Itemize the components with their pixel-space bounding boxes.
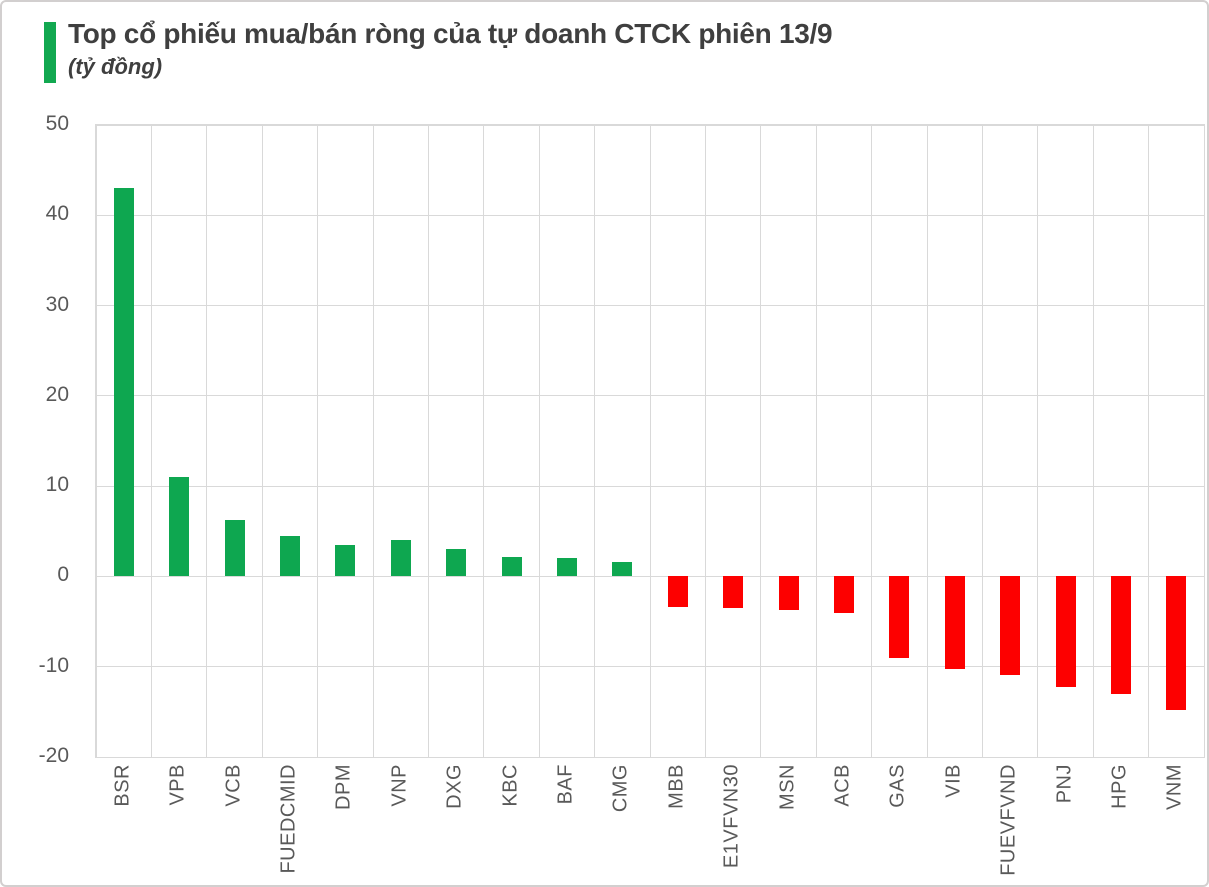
bar-FUEVFVND	[1000, 576, 1021, 675]
bar-CMG	[612, 561, 633, 577]
x-tick-label-PNJ: PNJ	[1053, 764, 1075, 804]
x-tick-label-KBC: KBC	[499, 764, 521, 807]
x-tick-label-CMG: CMG	[609, 764, 632, 813]
bar-VPB	[169, 477, 190, 577]
bar-KBC	[501, 557, 522, 577]
y-tick-label: 0	[57, 563, 69, 587]
x-tick-label-BAF: BAF	[554, 764, 577, 805]
bar-MSN	[778, 576, 799, 610]
x-tick-label-FUEDCMID: FUEDCMID	[277, 764, 300, 874]
y-tick-label: -20	[38, 744, 69, 767]
v-gridline	[760, 125, 762, 757]
bar-VCB	[224, 519, 245, 577]
v-gridline	[871, 125, 873, 757]
v-gridline	[704, 125, 706, 757]
y-tick-label: 30	[45, 292, 69, 316]
x-tick-label-MSN: MSN	[776, 764, 798, 810]
bar-GAS	[889, 576, 910, 658]
bar-E1VFVN30	[723, 576, 744, 609]
bar-HPG	[1110, 576, 1131, 694]
x-tick-label-VCB: VCB	[222, 764, 244, 807]
x-tick-label-E1VFVN30: E1VFVN30	[720, 764, 743, 869]
bar-VIB	[944, 576, 965, 669]
x-tick-label-DPM: DPM	[332, 764, 355, 810]
y-tick-label: 50	[45, 112, 69, 135]
v-gridline	[150, 125, 152, 757]
y-tick-label: 10	[45, 473, 69, 497]
h-gridline	[96, 756, 1204, 758]
v-gridline	[1037, 125, 1039, 757]
v-gridline	[815, 125, 817, 757]
v-gridline	[649, 125, 651, 757]
y-tick-label: 20	[45, 382, 69, 406]
v-gridline	[206, 125, 208, 757]
v-gridline	[594, 125, 596, 757]
bar-DPM	[335, 544, 356, 577]
x-tick-label-VNP: VNP	[388, 764, 411, 807]
bar-DXG	[446, 549, 467, 577]
y-tick-label: 40	[45, 202, 69, 226]
x-tick-label-DXG: DXG	[443, 764, 466, 809]
bar-ACB	[833, 576, 854, 614]
x-tick-label-MBB: MBB	[665, 764, 688, 809]
v-gridline	[1148, 125, 1150, 757]
v-gridline	[926, 125, 928, 757]
v-gridline	[1203, 125, 1205, 757]
title-accent-bar	[44, 22, 56, 83]
v-gridline	[261, 125, 263, 757]
v-gridline	[1092, 125, 1094, 757]
bar-MBB	[667, 576, 688, 608]
bar-BSR	[113, 188, 134, 577]
x-tick-label-HPG: HPG	[1108, 764, 1131, 809]
v-gridline	[372, 125, 374, 757]
chart-unit-subtitle: (tỷ đồng)	[68, 54, 163, 79]
x-tick-label-VIB: VIB	[942, 764, 965, 798]
x-tick-label-GAS: GAS	[886, 764, 909, 808]
x-tick-label-ACB: ACB	[831, 764, 854, 807]
x-tick-label-BSR: BSR	[111, 764, 134, 807]
x-tick-label-FUEVFVND: FUEVFVND	[997, 764, 1020, 876]
v-gridline	[483, 125, 485, 757]
bar-FUEDCMID	[279, 535, 300, 577]
x-tick-label-VNM: VNM	[1163, 764, 1186, 810]
bar-VNM	[1166, 576, 1187, 711]
plot-area	[95, 124, 1205, 758]
v-gridline	[538, 125, 540, 757]
bar-VNP	[390, 540, 411, 577]
x-tick-label-VPB: VPB	[166, 764, 189, 806]
v-gridline	[95, 125, 97, 757]
v-gridline	[427, 125, 429, 757]
y-tick-label: -10	[38, 653, 69, 677]
chart-title: Top cổ phiếu mua/bán ròng của tự doanh C…	[68, 18, 833, 49]
bar-PNJ	[1055, 576, 1076, 687]
v-gridline	[981, 125, 983, 757]
bar-BAF	[556, 558, 577, 577]
v-gridline	[317, 125, 319, 757]
